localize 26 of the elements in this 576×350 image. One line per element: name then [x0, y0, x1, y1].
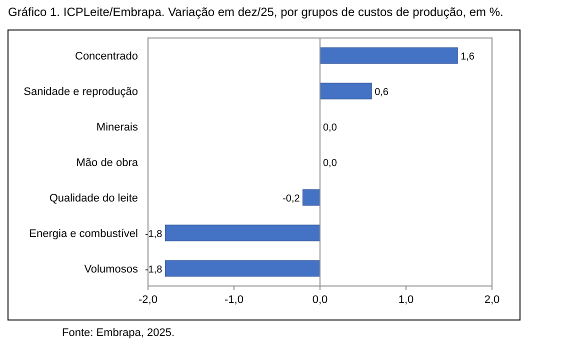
data-label: -0,2 [282, 193, 300, 204]
x-tick-label: -1,0 [224, 294, 244, 306]
data-label: -1,8 [144, 264, 163, 276]
data-label: 0,0 [323, 122, 338, 134]
x-tick-label: 1,0 [398, 294, 414, 306]
bar [320, 82, 372, 100]
y-tick-label: Qualidade do leite [49, 192, 138, 204]
x-tick-label: 0,0 [312, 294, 328, 306]
data-label: -1,8 [144, 228, 163, 240]
bar [164, 260, 320, 277]
y-tick-label: Mão de obra [76, 157, 139, 169]
x-tick-label: 2,0 [484, 294, 500, 306]
data-label: 0,6 [374, 87, 389, 98]
bar [164, 224, 320, 242]
bar [320, 47, 458, 64]
data-label: 0,0 [323, 158, 338, 169]
data-label: 1,6 [460, 52, 475, 63]
y-tick-label: Concentrado [75, 50, 138, 63]
y-tick-label: Sanidade e reprodução [24, 86, 138, 98]
bar [302, 189, 320, 206]
y-tick-label: Minerais [96, 122, 138, 134]
chart-title: Gráfico 1. ICPLeite/Embrapa. Variação em dez/25, por grupos de custos de produção, em %. [8, 5, 504, 19]
x-tick-label: -2,0 [138, 294, 158, 306]
y-tick-label: Volumosos [84, 263, 138, 276]
source-note: Fonte: Embrapa, 2025. [62, 327, 175, 339]
y-tick-label: Energia e combustível [29, 228, 138, 240]
